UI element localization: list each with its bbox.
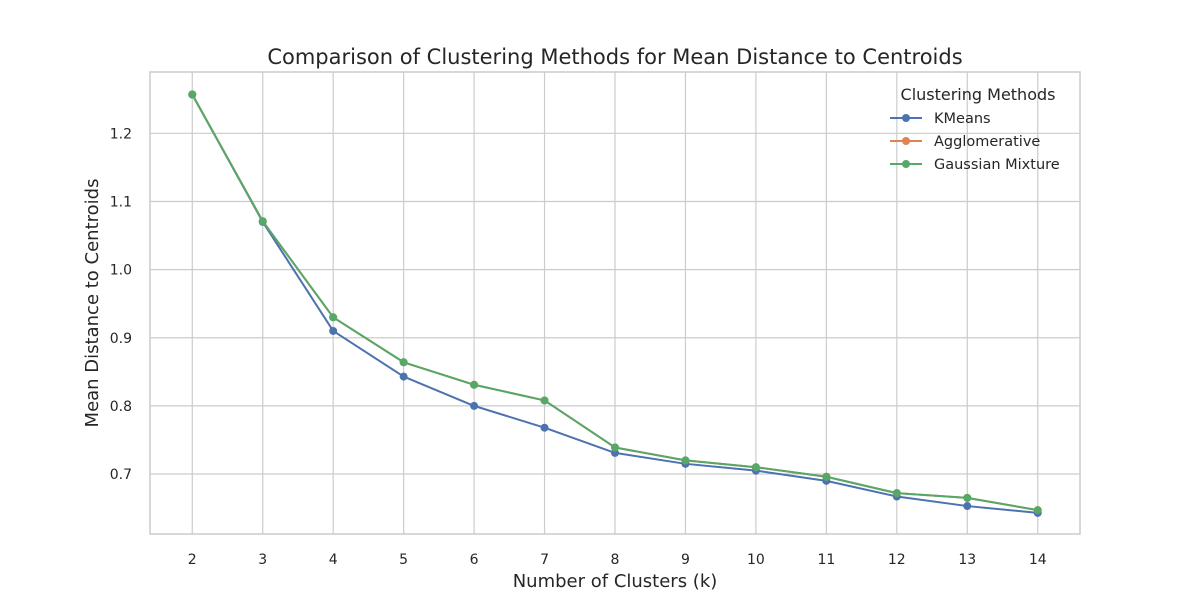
x-tick-label: 6 [470,552,479,568]
y-tick-label: 0.8 [110,399,132,415]
x-axis-label: Number of Clusters (k) [513,571,718,592]
data-point [470,380,479,389]
y-tick-label: 1.0 [110,263,132,279]
series-gaussian-mixture [188,90,1042,515]
legend: Clustering Methods KMeans Agglomerative Ga… [890,85,1060,173]
x-tick-labels: 2 3 4 5 6 7 8 9 10 11 12 13 14 [188,552,1047,568]
x-tick-label: 4 [329,552,338,568]
data-point [963,502,972,511]
y-tick-label: 1.1 [110,194,132,210]
legend-marker [902,160,910,168]
data-point [1033,506,1042,515]
legend-label: Gaussian Mixture [934,157,1060,173]
x-tick-label: 2 [188,552,197,568]
data-point [399,372,408,381]
series-layer [188,90,1042,517]
x-tick-label: 8 [611,552,620,568]
data-point [611,443,619,452]
data-point [470,401,479,410]
data-point [540,396,549,405]
x-tick-label: 12 [888,552,906,568]
legend-entry: KMeans [890,111,991,127]
data-point [329,313,338,322]
data-point [892,489,901,498]
plot-frame [149,71,1081,535]
y-tick-label: 0.7 [110,467,132,483]
data-point [822,472,831,481]
legend-label: KMeans [934,111,991,127]
data-point [329,326,338,335]
x-tick-label: 11 [817,552,835,568]
y-tick-label: 1.2 [110,126,132,142]
y-axis-label: Mean Distance to Centroids [82,179,103,428]
x-tick-label: 7 [540,552,549,568]
data-point [751,463,760,472]
x-tick-label: 5 [399,552,408,568]
data-point [540,423,549,432]
data-point [399,358,408,367]
y-tick-labels: 0.7 0.8 0.9 1.0 1.1 1.2 [110,126,132,483]
x-tick-label: 10 [747,552,765,568]
data-point [963,493,972,502]
legend-entry: Agglomerative [890,134,1040,150]
x-tick-label: 14 [1029,552,1047,568]
legend-entry: Gaussian Mixture [890,157,1060,173]
chart-title: Comparison of Clustering Methods for Mea… [267,45,962,69]
data-point [681,456,690,465]
legend-marker [902,137,910,145]
legend-marker [902,114,910,122]
x-tick-label: 13 [958,552,976,568]
legend-title: Clustering Methods [901,85,1056,104]
y-tick-label: 0.9 [110,331,132,347]
data-point [258,217,267,226]
x-tick-label: 9 [681,552,690,568]
grid-lines [150,72,1080,534]
legend-label: Agglomerative [934,134,1040,150]
data-point [188,90,197,99]
x-tick-label: 3 [258,552,267,568]
